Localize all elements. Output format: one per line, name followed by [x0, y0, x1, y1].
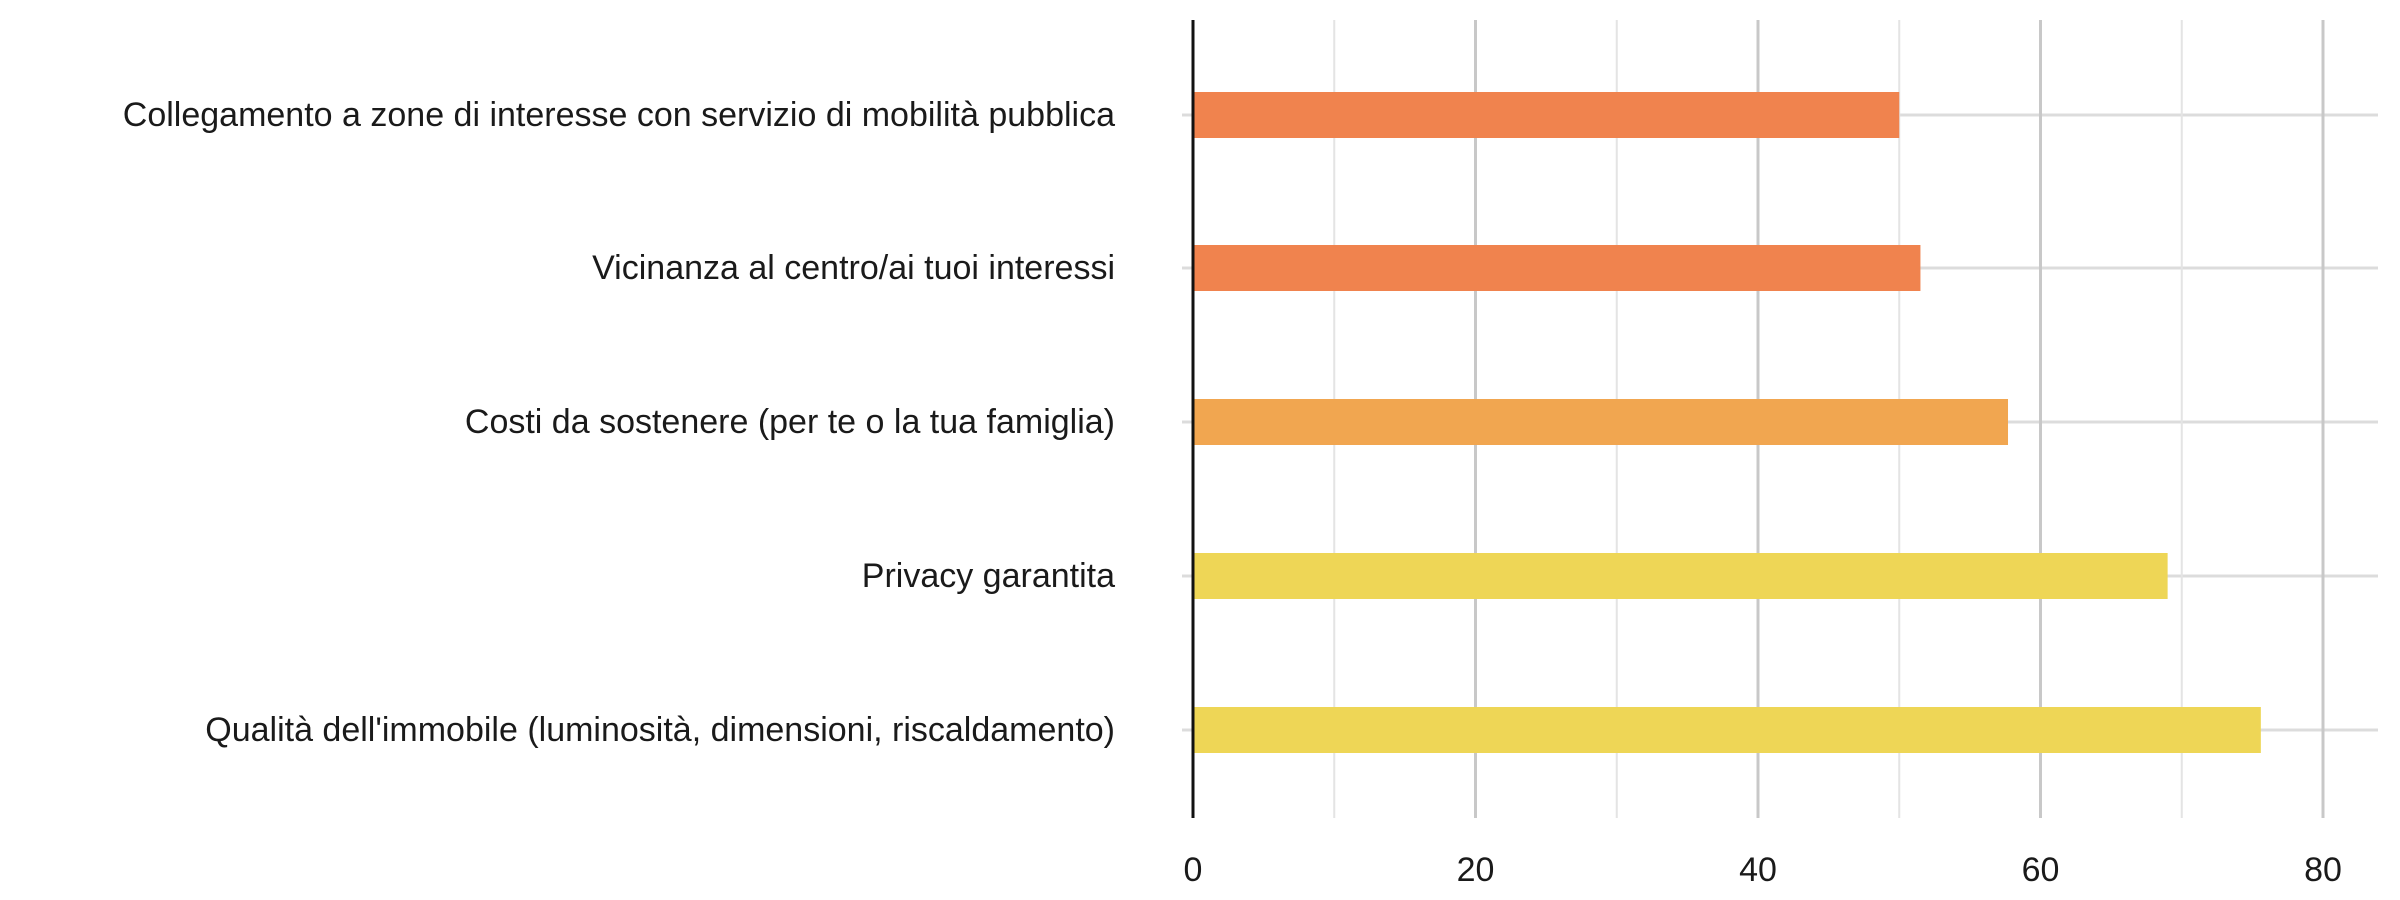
x-tick-label: 0: [1184, 851, 1203, 889]
category-label: Costi da sostenere (per te o la tua fami…: [465, 403, 1115, 441]
bars: [1193, 92, 2261, 753]
category-labels: Collegamento a zone di interesse con ser…: [123, 96, 1115, 749]
category-label: Qualità dell'immobile (luminosità, dimen…: [205, 711, 1115, 749]
category-label: Collegamento a zone di interesse con ser…: [123, 96, 1115, 134]
x-tick-label: 60: [2022, 851, 2060, 889]
x-tick-label: 20: [1457, 851, 1495, 889]
category-label: Vicinanza al centro/ai tuoi interessi: [592, 249, 1115, 287]
bar: [1193, 707, 2261, 753]
x-tick-label: 40: [1739, 851, 1777, 889]
category-label: Privacy garantita: [862, 557, 1115, 595]
bar: [1193, 245, 1921, 291]
bar: [1193, 553, 2168, 599]
x-axis-tick-labels: 0 20 40 60 80: [1184, 851, 2342, 889]
x-tick-label: 80: [2304, 851, 2342, 889]
bar: [1193, 92, 1900, 138]
bar: [1193, 399, 2009, 445]
